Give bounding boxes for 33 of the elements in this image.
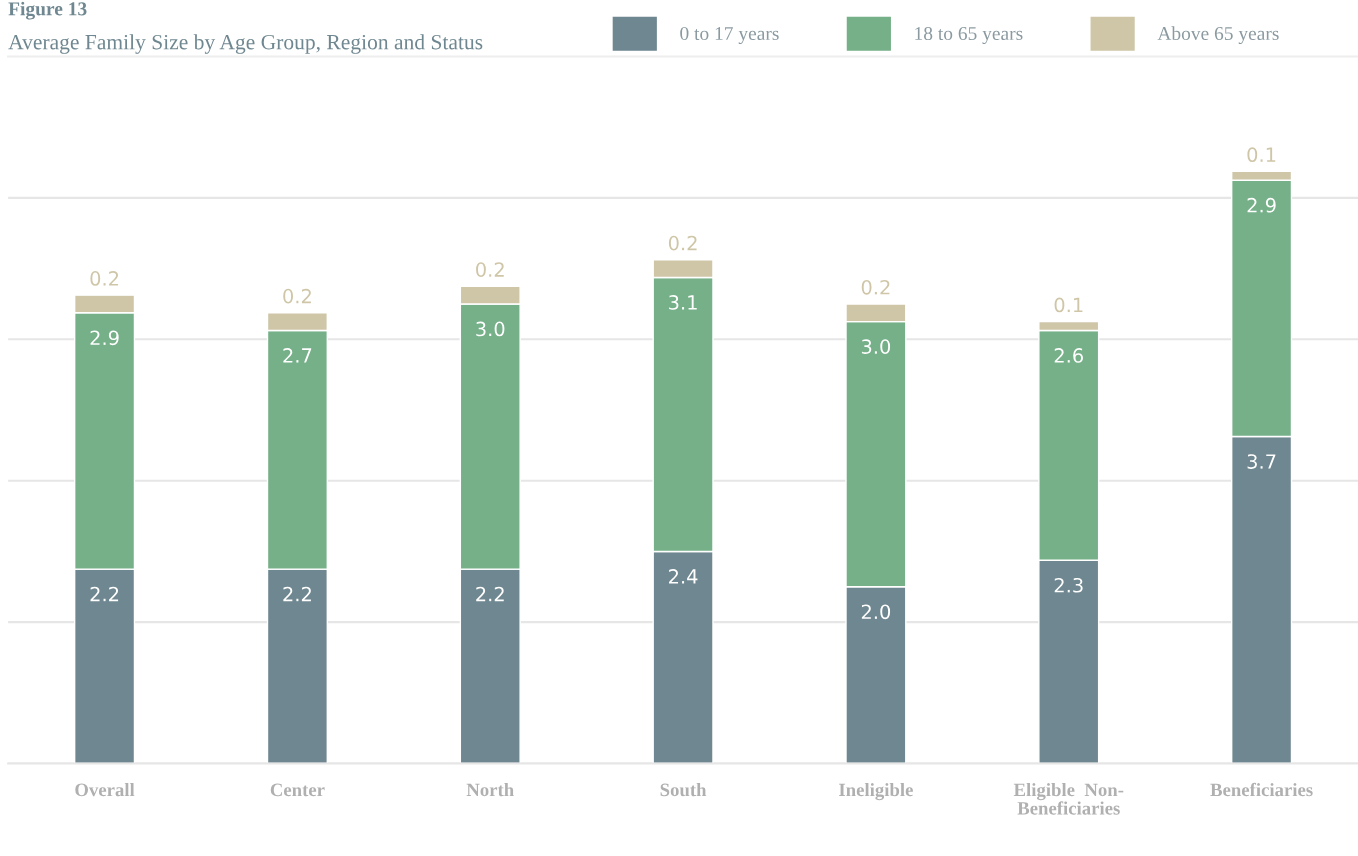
x-tick-label: South (660, 783, 707, 797)
data-label: 3.7 (1247, 454, 1276, 469)
data-label: 0.2 (90, 271, 119, 286)
data-label: 2.2 (283, 586, 311, 602)
data-label: 3.0 (861, 339, 891, 354)
data-label: 0.2 (476, 262, 504, 277)
legend-label: 0 to 17 years (680, 26, 779, 45)
data-label: 2.9 (90, 330, 119, 346)
legend-label: 18 to 65 years (915, 26, 1023, 45)
chart-subtitle: Average Family Size by Age Group, Region and Status (8, 34, 483, 54)
data-label: 0.2 (861, 279, 890, 295)
legend-label: Above 65 years (1157, 26, 1279, 45)
data-label: 2.9 (1247, 197, 1276, 213)
data-label: 0.1 (1247, 147, 1276, 163)
data-label: 2.7 (283, 348, 312, 363)
x-tick-label: Overall (75, 783, 135, 797)
data-label: 0.2 (668, 235, 697, 251)
data-label: 0.1 (1054, 297, 1083, 313)
data-label: 2.4 (669, 569, 698, 584)
data-label: 2.6 (1054, 348, 1083, 363)
x-tick-label: North (466, 783, 514, 797)
data-label: 2.2 (476, 586, 504, 602)
data-label: 2.2 (90, 586, 119, 602)
x-tick-label: Eligible Non- Beneficiaries (1013, 783, 1124, 815)
x-tick-label: Center (270, 783, 325, 797)
data-label: 3.1 (669, 295, 697, 310)
data-label: 2.0 (861, 604, 891, 620)
data-label: 2.3 (1054, 577, 1083, 593)
chart-title: Figure 13 (8, 1, 87, 20)
x-tick-label: Ineligible (839, 783, 913, 801)
data-label: 0.2 (283, 288, 311, 304)
x-tick-label: Beneficiaries (1210, 782, 1313, 797)
data-label: 3.0 (476, 321, 505, 337)
